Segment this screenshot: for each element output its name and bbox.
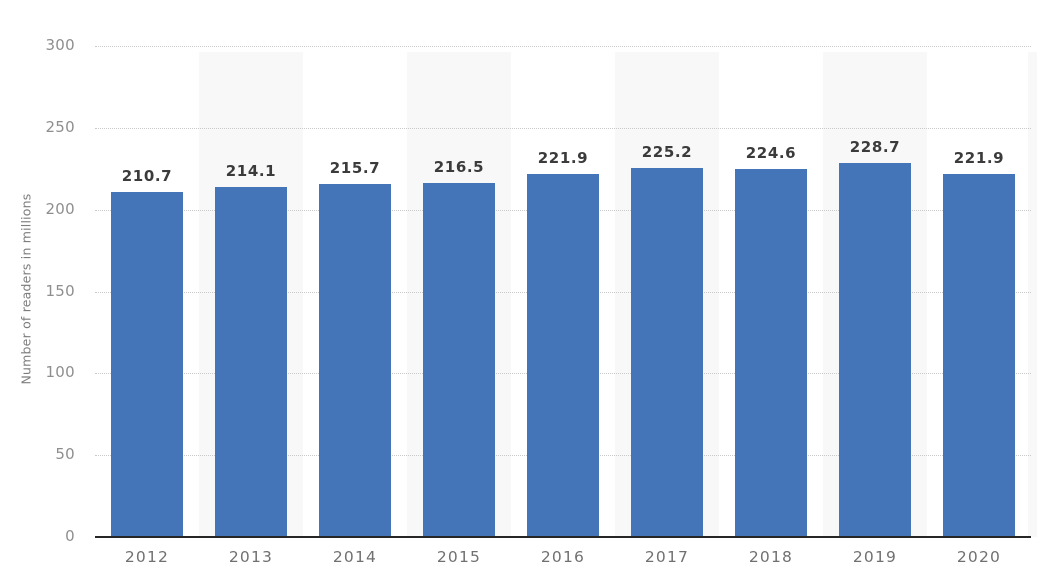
bar-value-label: 224.6 [745,144,797,163]
x-axis-label: 2018 [748,548,794,566]
bar-2017[interactable] [631,168,703,537]
bar-value-label: 210.7 [121,167,173,186]
bar-value-label: 228.7 [849,137,901,156]
gridline-300 [95,46,1031,47]
x-axis-label: 2015 [436,548,482,566]
x-axis-label: 2012 [124,548,170,566]
y-tick-label: 200 [45,199,75,218]
bar-value-label: 221.9 [537,148,589,167]
x-axis-label: 2019 [852,548,898,566]
bar-2016[interactable] [527,173,599,537]
x-axis-label: 2014 [332,548,378,566]
y-tick-label: 50 [55,445,75,464]
gridline-250 [95,127,1031,129]
x-axis-label: 2020 [956,548,1002,566]
bar-2020[interactable] [943,173,1015,537]
x-axis-label: 2017 [644,548,690,566]
bar-value-label: 215.7 [329,158,381,177]
bar-2018[interactable] [735,169,807,537]
bar-value-label: 214.1 [225,161,277,180]
bar-2015[interactable] [423,182,495,537]
bar-value-label: 225.2 [641,143,693,162]
column-band-partial [1028,52,1037,537]
bar-2014[interactable] [319,183,391,537]
y-tick-label: 300 [45,36,75,54]
y-tick-label: 100 [45,363,75,382]
bar-2013[interactable] [215,186,287,537]
bar-value-label: 221.9 [953,148,1005,167]
bar-value-label: 216.5 [433,157,485,176]
x-axis-baseline [95,536,1031,538]
bar-2012[interactable] [111,192,183,537]
x-axis-label: 2013 [228,548,274,566]
bar-2019[interactable] [839,162,911,537]
y-tick-label: 250 [45,117,75,136]
x-axis-label: 2016 [540,548,586,566]
y-tick-label: 0 [65,527,75,545]
y-tick-label: 150 [45,281,75,300]
